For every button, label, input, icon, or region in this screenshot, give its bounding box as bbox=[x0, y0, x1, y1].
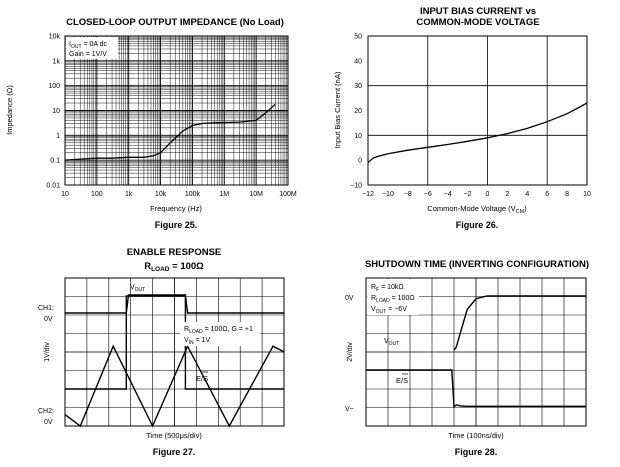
x-tick-label: −6 bbox=[424, 191, 432, 198]
y-tick-label: 1k bbox=[53, 58, 61, 65]
figure-caption: Figure 27. bbox=[153, 447, 196, 457]
annotation-box bbox=[367, 279, 419, 315]
series-line-enable bbox=[366, 369, 586, 409]
annotation-rload: RLOAD = 100Ω, G = +1 bbox=[184, 326, 253, 335]
y-tick-label: 40 bbox=[354, 58, 362, 65]
x-tick-label: 0 bbox=[486, 191, 490, 198]
figure-caption: Figure 25. bbox=[155, 220, 198, 230]
ch1-level: 0V bbox=[44, 316, 53, 323]
annotation-rf: RF = 10kΩ bbox=[371, 284, 404, 293]
level-0v: 0V bbox=[345, 295, 354, 302]
x-tick-label: 10 bbox=[61, 191, 69, 198]
chart-title-line2: COMMON-MODE VOLTAGE bbox=[416, 17, 539, 28]
x-tick-label: 2 bbox=[505, 191, 509, 198]
chart-title: SHUTDOWN TIME (INVERTING CONFIGURATION) bbox=[365, 259, 589, 270]
figure-caption: Figure 28. bbox=[455, 447, 498, 457]
x-tick-label: 4 bbox=[525, 191, 529, 198]
x-axis-label: Common-Mode Voltage (VCM) bbox=[427, 204, 527, 215]
series-line bbox=[64, 103, 276, 161]
x-tick-label: 1M bbox=[219, 191, 229, 198]
y-tick-label: 50 bbox=[354, 34, 362, 41]
series-line-enable bbox=[65, 295, 284, 390]
series-line-triangle bbox=[64, 344, 285, 428]
ch2-label: CH2: bbox=[38, 408, 54, 415]
plot-grid bbox=[367, 35, 588, 186]
y-tick-label: 0 bbox=[358, 158, 362, 165]
plot-frame bbox=[64, 35, 289, 186]
ch2-level: 0V bbox=[44, 419, 53, 426]
y-tick-label: 0.1 bbox=[50, 158, 60, 165]
chart-input-bias-current: INPUT BIAS CURRENT vs COMMON-MODE VOLTAG… bbox=[333, 6, 591, 230]
x-tick-label: −4 bbox=[444, 191, 452, 198]
plot-grid bbox=[64, 36, 288, 186]
ch1-label: CH1: bbox=[38, 305, 54, 312]
plot-frame bbox=[365, 277, 587, 427]
label-vout: VOUT bbox=[130, 284, 145, 293]
annotation-iout: IOUT = 0A dc bbox=[69, 41, 108, 50]
level-vminus: V− bbox=[345, 406, 354, 413]
y-tick-label: 10 bbox=[52, 108, 60, 115]
x-tick-label: 100 bbox=[91, 191, 103, 198]
y-tick-label: 1 bbox=[56, 133, 60, 140]
y-tick-label: −10 bbox=[350, 183, 362, 190]
x-tick-label: −8 bbox=[404, 191, 412, 198]
label-vout: VOUT bbox=[384, 338, 399, 347]
y-axis-label: Impedance (Ω) bbox=[5, 85, 14, 135]
x-tick-label: −2 bbox=[464, 191, 472, 198]
annotation-box bbox=[66, 37, 118, 59]
annotation-gain: Gain = 1V/V bbox=[69, 51, 107, 58]
y-axis-label: 1V/div bbox=[44, 342, 51, 362]
label-enable: E/S bbox=[196, 374, 208, 383]
series-line-vout bbox=[65, 294, 284, 314]
y-tick-label: 30 bbox=[354, 83, 362, 90]
chart-title-line2: RLOAD = 100Ω bbox=[144, 261, 204, 273]
series-line-vout bbox=[453, 295, 586, 351]
x-tick-label: 6 bbox=[545, 191, 549, 198]
x-tick-label: 8 bbox=[565, 191, 569, 198]
label-shutdown: E/S bbox=[396, 376, 408, 385]
annotation-box bbox=[180, 322, 260, 346]
y-tick-label: 10k bbox=[49, 34, 61, 41]
annotation-vin: VIN = 1V bbox=[184, 337, 211, 346]
chart-title-line1: INPUT BIAS CURRENT vs bbox=[420, 6, 536, 17]
y-tick-label: 0.01 bbox=[46, 183, 60, 190]
tick-labels: 10 100 1k 10k 100k 1M 10M 100M 10k 1k 100 10 1 0.1 0.0… bbox=[46, 34, 297, 199]
y-axis-label: 2V/div bbox=[347, 342, 354, 362]
x-tick-label: 10k bbox=[155, 191, 167, 198]
x-tick-label: 100k bbox=[185, 191, 201, 198]
chart-title: CLOSED-LOOP OUTPUT IMPEDANCE (No Load) bbox=[66, 17, 284, 28]
x-tick-label: 100M bbox=[279, 191, 297, 198]
plot-grid bbox=[65, 278, 284, 426]
figure-caption: Figure 26. bbox=[456, 220, 499, 230]
x-axis-label: Time (500μs/div) bbox=[146, 431, 202, 440]
x-tick-label: 10M bbox=[249, 191, 263, 198]
series-line bbox=[367, 102, 588, 164]
x-axis-label: Time (100ns/div) bbox=[448, 431, 504, 440]
chart-closed-loop-output-impedance: CLOSED-LOOP OUTPUT IMPEDANCE (No Load) 1… bbox=[5, 17, 297, 230]
x-tick-label: 10 bbox=[583, 191, 591, 198]
x-tick-label: −12 bbox=[362, 191, 374, 198]
x-tick-label: −10 bbox=[382, 191, 394, 198]
chart-title-line1: ENABLE RESPONSE bbox=[127, 247, 222, 258]
chart-shutdown-time: SHUTDOWN TIME (INVERTING CONFIGURATION) … bbox=[345, 259, 589, 457]
y-tick-label: 20 bbox=[354, 108, 362, 115]
chart-enable-response: ENABLE RESPONSE RLOAD = 100Ω RLOAD = 100… bbox=[38, 247, 285, 457]
annotation-rload: RLOAD = 100Ω bbox=[371, 295, 415, 304]
y-tick-label: 100 bbox=[48, 83, 60, 90]
y-tick-label: 10 bbox=[354, 133, 362, 140]
y-axis-label: Input Bias Current (nA) bbox=[333, 71, 342, 148]
x-tick-label: 1k bbox=[125, 191, 133, 198]
annotation-vout: VOUT = −6V bbox=[371, 306, 407, 315]
plot-frame bbox=[367, 35, 588, 186]
x-axis-label: Frequency (Hz) bbox=[150, 204, 202, 213]
plot-frame bbox=[64, 277, 285, 427]
